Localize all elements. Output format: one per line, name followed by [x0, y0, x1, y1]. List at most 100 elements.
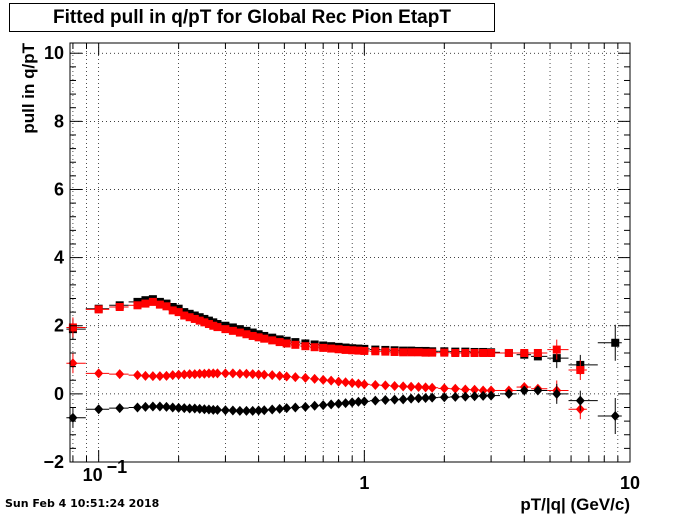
data-point-diamond: [94, 404, 104, 415]
data-point-square: [200, 318, 209, 327]
data-point-square: [390, 347, 399, 356]
data-point-diamond: [161, 401, 171, 412]
data-point-diamond: [212, 404, 222, 415]
data-point-diamond: [282, 371, 292, 382]
data-point-diamond: [406, 381, 416, 392]
data-point-diamond: [334, 398, 344, 409]
data-point-diamond: [228, 368, 238, 379]
data-point-diamond: [168, 402, 178, 413]
chart-title: Fitted pull in q/pT for Global Rec Pion …: [9, 3, 495, 32]
grid-lines: [70, 43, 631, 463]
data-point-diamond: [427, 392, 437, 403]
x-axis-label: pT/|q| (GeV/c): [520, 495, 630, 514]
data-point-diamond: [353, 378, 363, 389]
data-point-square: [68, 323, 77, 332]
data-point-diamond: [326, 375, 336, 386]
data-point-square: [576, 366, 585, 375]
data-point-diamond: [575, 395, 585, 406]
data-point-diamond: [406, 393, 416, 404]
data-point-diamond: [115, 369, 125, 380]
data-point-square: [254, 333, 263, 342]
data-point-square: [504, 348, 513, 357]
data-point-diamond: [220, 368, 230, 379]
data-point-square: [155, 300, 164, 309]
data-series: [66, 295, 622, 435]
data-point-square: [248, 331, 257, 340]
data-point-diamond: [235, 405, 245, 416]
data-point-square: [168, 306, 177, 315]
y-tick-label: 2: [54, 316, 64, 336]
data-point-square: [440, 348, 449, 357]
data-point-diamond: [254, 405, 264, 416]
data-point-square: [282, 339, 291, 348]
data-point-diamond: [390, 394, 400, 405]
data-point-square: [520, 348, 529, 357]
data-point-square: [327, 344, 336, 353]
series-group: [66, 353, 587, 420]
data-point-diamond: [421, 392, 431, 403]
data-point-square: [451, 348, 460, 357]
data-point-diamond: [353, 396, 363, 407]
data-point-square: [190, 314, 199, 323]
y-tick-label: 4: [54, 248, 64, 268]
data-point-square: [371, 347, 380, 356]
data-point-diamond: [179, 403, 189, 414]
data-point-diamond: [300, 372, 310, 383]
data-point-diamond: [94, 368, 104, 379]
data-point-square: [533, 348, 542, 357]
data-point-diamond: [486, 390, 496, 401]
data-point-diamond: [179, 369, 189, 380]
data-point-diamond: [552, 388, 562, 399]
data-point-square: [228, 326, 237, 335]
data-point-diamond: [174, 402, 184, 413]
data-point-diamond: [326, 399, 336, 410]
data-point-diamond: [478, 390, 488, 401]
data-point-diamond: [241, 405, 251, 416]
data-point-square: [319, 343, 328, 352]
data-point-diamond: [259, 369, 269, 380]
data-point-diamond: [370, 380, 380, 391]
data-point-diamond: [533, 385, 543, 396]
data-point-diamond: [519, 385, 529, 396]
data-point-square: [310, 343, 319, 352]
data-point-square: [235, 328, 244, 337]
data-point-square: [552, 345, 561, 354]
data-point-square: [407, 348, 416, 357]
data-point-square: [260, 334, 269, 343]
data-point-diamond: [241, 368, 251, 379]
data-point-diamond: [450, 391, 460, 402]
data-point-diamond: [155, 371, 165, 382]
data-point-diamond: [68, 412, 78, 423]
data-point-diamond: [228, 405, 238, 416]
data-point-square: [354, 346, 363, 355]
data-point-square: [360, 346, 369, 355]
data-point-square: [180, 311, 189, 320]
x-tick-label: 10: [83, 465, 103, 485]
data-point-diamond: [300, 401, 310, 412]
data-point-diamond: [174, 369, 184, 380]
data-point-square: [115, 303, 124, 312]
data-point-diamond: [267, 404, 277, 415]
data-point-diamond: [290, 402, 300, 413]
data-point-diamond: [195, 368, 205, 379]
data-point-diamond: [610, 411, 620, 422]
data-point-square: [487, 348, 496, 357]
data-point-diamond: [254, 369, 264, 380]
data-point-diamond: [439, 383, 449, 394]
y-tick-label: 10: [44, 43, 64, 63]
data-point-diamond: [115, 403, 125, 414]
data-point-diamond: [359, 396, 369, 407]
data-point-diamond: [380, 380, 390, 391]
data-point-square: [348, 346, 357, 355]
data-point-diamond: [161, 370, 171, 381]
data-point-diamond: [470, 384, 480, 395]
data-point-diamond: [248, 369, 258, 380]
data-point-square: [133, 301, 142, 310]
data-point-square: [399, 348, 408, 357]
data-point-diamond: [310, 373, 320, 384]
data-point-diamond: [504, 388, 514, 399]
data-point-diamond: [427, 382, 437, 393]
data-point-square: [470, 348, 479, 357]
data-point-diamond: [347, 377, 357, 388]
